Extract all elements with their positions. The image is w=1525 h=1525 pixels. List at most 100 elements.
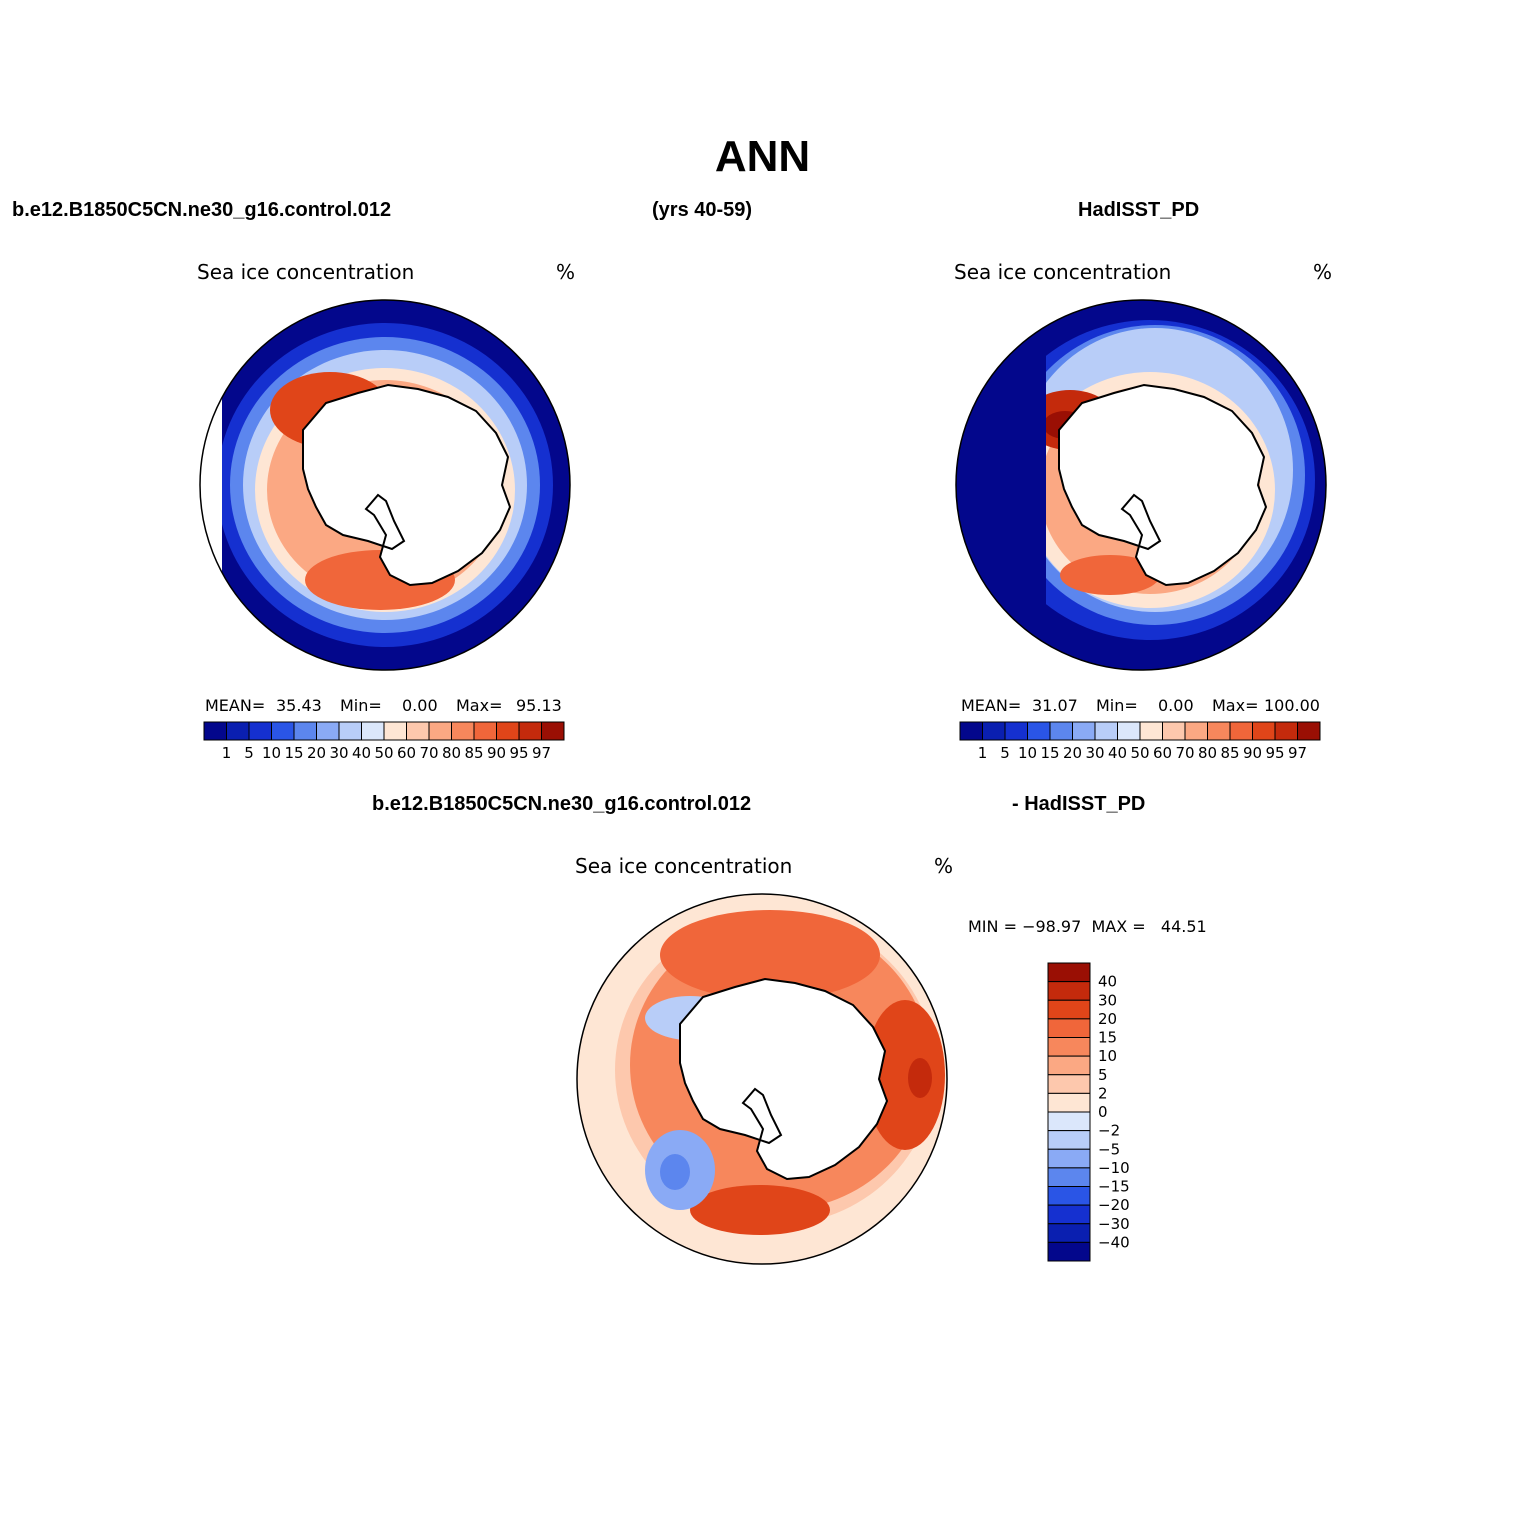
diff-colorbar-cell (1047, 1186, 1091, 1206)
obs-min-value: 0.00 (1158, 696, 1194, 715)
model-colorbar-cell (406, 721, 430, 741)
model-colorbar-tick-label: 80 (442, 744, 461, 762)
diff-colorbar-cell (1047, 981, 1091, 1001)
diff-colorbar-cell (1047, 999, 1091, 1020)
model-colorbar-tick-label: 20 (307, 744, 326, 762)
model-colorbar-tick-label: 70 (419, 744, 438, 762)
diff-colorbar-tick-label: 0 (1098, 1103, 1108, 1121)
diff-colorbar-cell (1047, 1037, 1091, 1057)
model-max-value: 95.13 (516, 696, 562, 715)
diff-colorbar-cell (1047, 1167, 1091, 1187)
model-colorbar-tick-label: 95 (509, 744, 528, 762)
model-colorbar-cell (496, 721, 520, 741)
model-min-label: Min= (340, 696, 382, 715)
diff-colorbar-cell (1047, 1055, 1091, 1076)
model-colorbar-tick-label: 5 (244, 744, 254, 762)
diff-colorbar-tick-label: −40 (1098, 1233, 1130, 1251)
model-max-label: Max= (456, 696, 503, 715)
obs-colorbar-tick-label: 20 (1063, 744, 1082, 762)
obs-field-label: Sea ice concentration (954, 260, 1172, 284)
obs-colorbar-cell (1252, 721, 1276, 741)
diff-colorbar-tick-label: 20 (1098, 1010, 1117, 1028)
model-colorbar-tick-label: 1 (222, 744, 232, 762)
model-colorbar-cell (248, 721, 272, 741)
obs-colorbar-tick-label: 95 (1265, 744, 1284, 762)
diff-colorbar-cell (1047, 1148, 1091, 1169)
model-colorbar-cell (473, 721, 497, 741)
model-colorbar-tick-label: 97 (532, 744, 551, 762)
model-colorbar-cell (541, 721, 565, 741)
obs-colorbar-tick-label: 15 (1040, 744, 1059, 762)
diff-colorbar-tick-label: 2 (1098, 1084, 1108, 1102)
diff-colorbar-tick-label: −10 (1098, 1159, 1130, 1177)
obs-colorbar-cell (1139, 721, 1163, 741)
model-colorbar-tick-label: 90 (487, 744, 506, 762)
diff-minmax: MIN = −98.97 MAX = 44.51 (968, 917, 1207, 936)
obs-map-border (955, 299, 1327, 671)
diff-colorbar-cell (1047, 1241, 1091, 1262)
model-colorbar-tick-label: 85 (464, 744, 483, 762)
diff-colorbar-cell (1047, 1111, 1091, 1132)
diff-colorbar-tick-label: −15 (1098, 1178, 1130, 1196)
diff-field-label: Sea ice concentration (575, 854, 793, 878)
obs-mean-label: MEAN= (961, 696, 1022, 715)
model-units-label: % (556, 260, 576, 284)
diff-units-label: % (934, 854, 954, 878)
model-colorbar-cell (271, 721, 295, 741)
obs-colorbar-cell (1072, 721, 1096, 741)
obs-colorbar-cell (982, 721, 1006, 741)
obs-colorbar-tick-label: 10 (1018, 744, 1037, 762)
model-colorbar-cell (518, 721, 542, 741)
page-title: ANN (714, 132, 811, 181)
model-colorbar-cell (361, 721, 385, 741)
diff-colorbar-tick-label: 10 (1098, 1047, 1117, 1065)
model-colorbar: 1 5 10 15 20 30 40 50 60 70 80 85 90 95 97 (203, 721, 565, 762)
obs-colorbar-cell (1297, 721, 1321, 741)
obs-colorbar-tick-label: 40 (1108, 744, 1127, 762)
model-colorbar-cell (428, 721, 452, 741)
diff-colorbar-tick-label: 30 (1098, 991, 1117, 1009)
model-colorbar-tick-label: 30 (329, 744, 348, 762)
obs-colorbar-tick-label: 60 (1153, 744, 1172, 762)
model-colorbar-cell (226, 721, 250, 741)
obs-colorbar-cell (1207, 721, 1231, 741)
diff-obs-header: - HadISST_PD (1012, 793, 1146, 815)
obs-colorbar-cell (1049, 721, 1073, 741)
model-colorbar-tick-label: 50 (374, 744, 393, 762)
obs-colorbar-cell (1162, 721, 1186, 741)
obs-units-label: % (1313, 260, 1333, 284)
obs-colorbar: 1 5 10 15 20 30 40 50 60 70 80 85 90 95 97 (959, 721, 1321, 762)
model-colorbar-cell (293, 721, 317, 741)
diff-colorbar-cell (1047, 1204, 1091, 1225)
model-colorbar-tick-label: 15 (284, 744, 303, 762)
obs-colorbar-cell (1274, 721, 1298, 741)
diff-case-header: b.e12.B1850C5CN.ne30_g16.control.012 (372, 793, 752, 815)
diff-colorbar-tick-label: 15 (1098, 1029, 1117, 1047)
obs-colorbar-cell (1094, 721, 1118, 741)
model-colorbar-cell (451, 721, 475, 741)
model-field-label: Sea ice concentration (197, 260, 415, 284)
obs-colorbar-tick-label: 97 (1288, 744, 1307, 762)
model-min-value: 0.00 (402, 696, 438, 715)
obs-name-header: HadISST_PD (1078, 199, 1200, 221)
obs-colorbar-cell (1117, 721, 1141, 741)
obs-min-label: Min= (1096, 696, 1138, 715)
diff-map-border (576, 893, 948, 1265)
model-colorbar-tick-label: 10 (262, 744, 281, 762)
obs-colorbar-tick-label: 85 (1220, 744, 1239, 762)
obs-colorbar-cell (1229, 721, 1253, 741)
model-mean-value: 35.43 (276, 696, 322, 715)
model-colorbar-cell (383, 721, 407, 741)
obs-colorbar-cell (959, 721, 983, 741)
obs-colorbar-tick-label: 30 (1085, 744, 1104, 762)
diff-colorbar-tick-label: −2 (1098, 1122, 1120, 1140)
model-colorbar-cell (203, 721, 227, 741)
diff-colorbar-tick-label: −30 (1098, 1215, 1130, 1233)
obs-colorbar-tick-label: 70 (1175, 744, 1194, 762)
model-colorbar-cell (338, 721, 362, 741)
obs-colorbar-tick-label: 50 (1130, 744, 1149, 762)
model-colorbar-cell (316, 721, 340, 741)
diff-colorbar-cell (1047, 1018, 1091, 1038)
obs-colorbar-cell (1184, 721, 1208, 741)
